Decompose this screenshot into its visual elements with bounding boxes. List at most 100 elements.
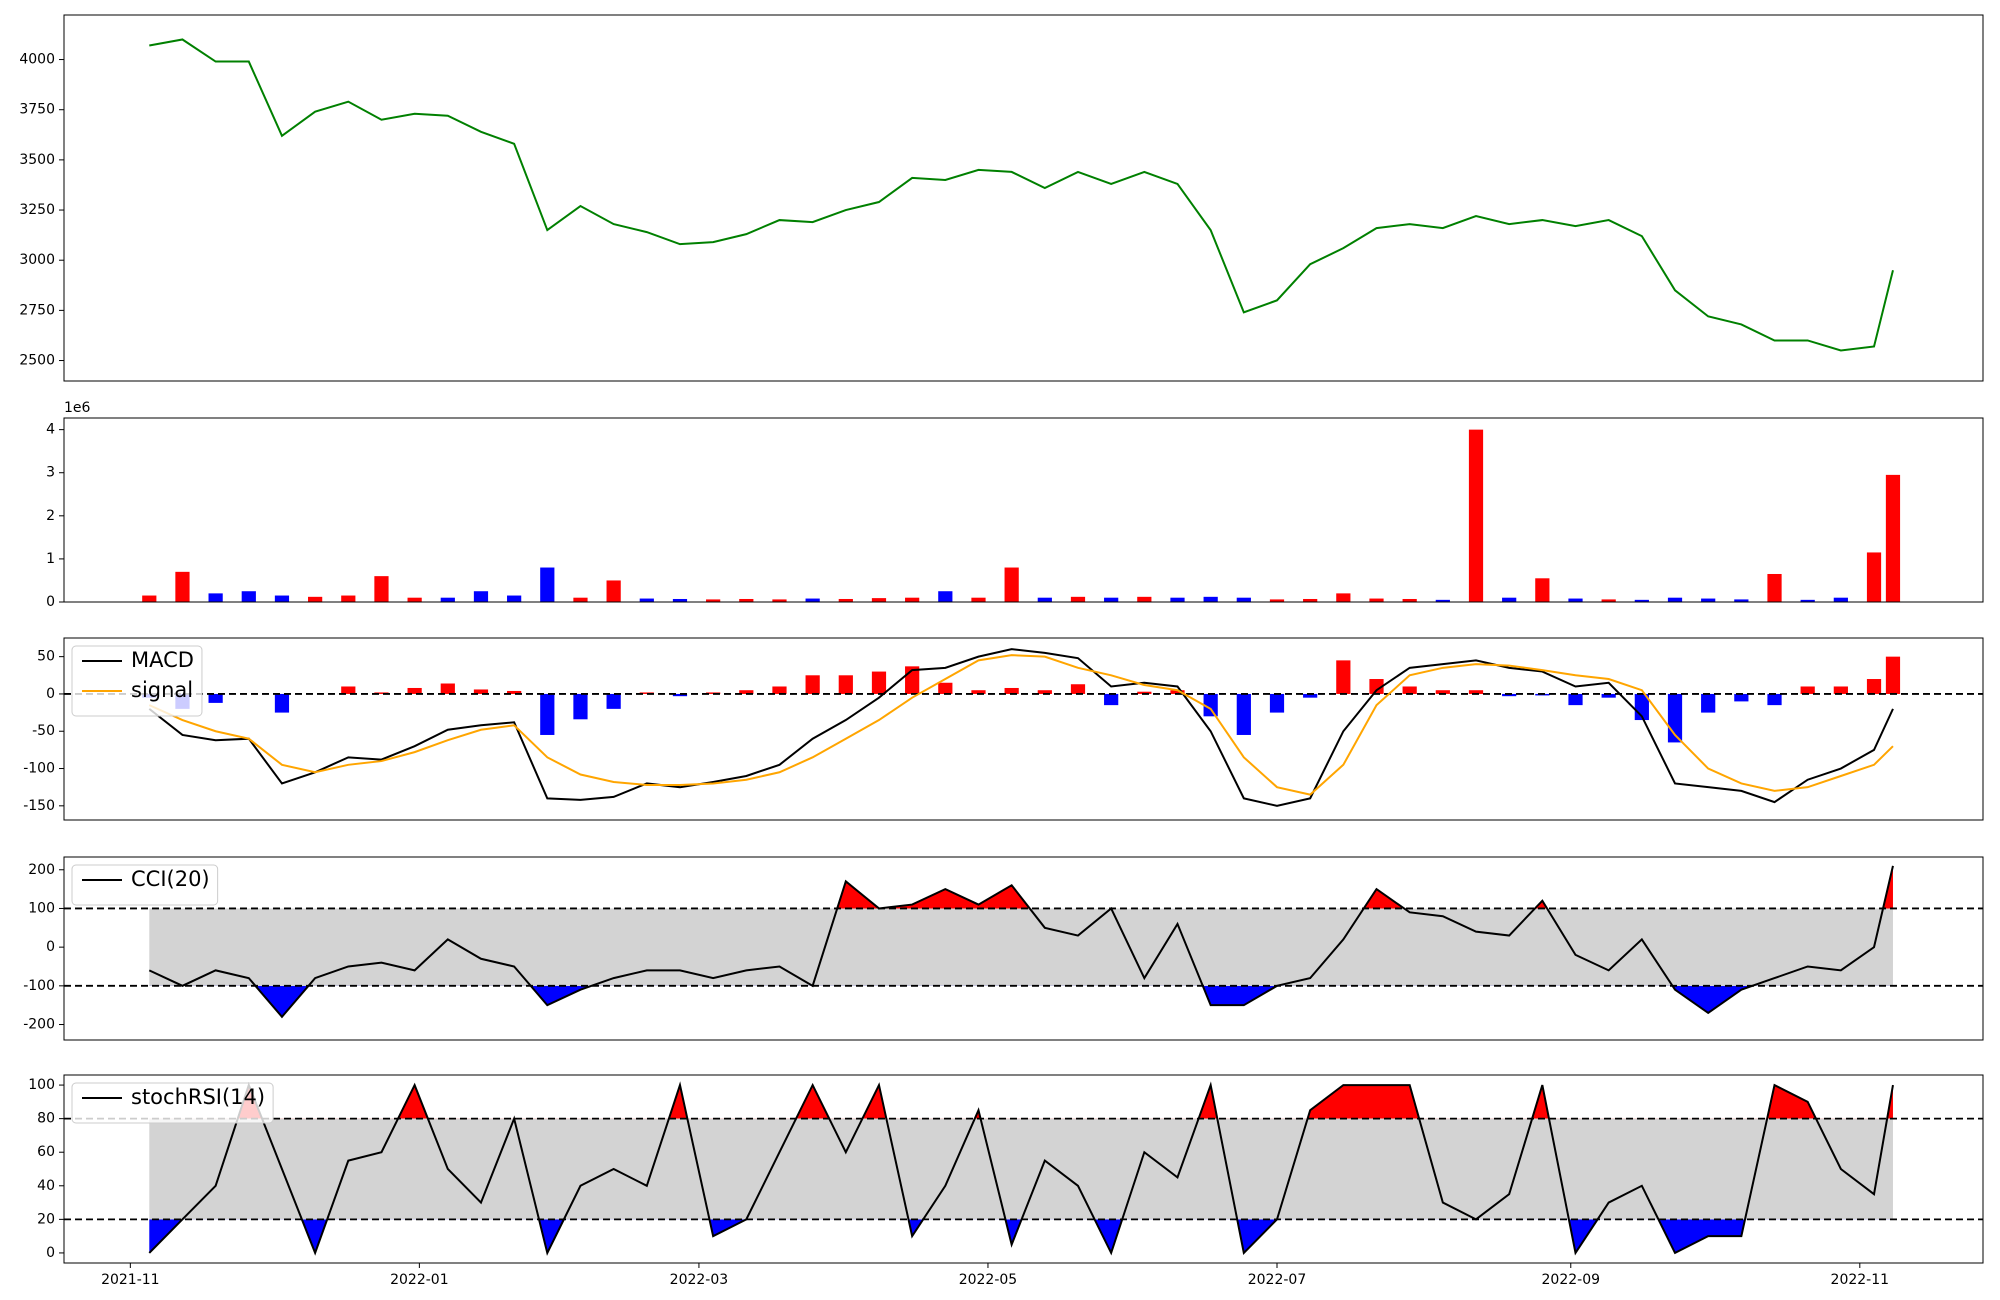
legend: MACD signal xyxy=(71,645,203,717)
bar xyxy=(1070,684,1086,694)
y-tick-label: 60 xyxy=(37,1144,55,1160)
bar xyxy=(871,598,887,602)
plot-frame xyxy=(63,856,1984,1041)
bar xyxy=(1885,474,1901,602)
y-tick-label: 20 xyxy=(37,1211,55,1227)
bar xyxy=(1634,599,1649,602)
legend-label: signal xyxy=(131,678,193,702)
bar xyxy=(706,599,721,602)
bar xyxy=(1468,429,1484,602)
bar xyxy=(1601,693,1616,698)
bar xyxy=(407,597,422,602)
bar xyxy=(573,693,588,720)
y-tick-label: 0 xyxy=(46,594,55,610)
bar xyxy=(838,675,853,694)
y-tick-label: -100 xyxy=(23,978,55,994)
bar xyxy=(341,686,356,694)
bar xyxy=(1170,597,1185,602)
bar xyxy=(175,571,190,602)
legend-box xyxy=(71,864,219,906)
bar xyxy=(1435,690,1450,694)
bar xyxy=(440,597,455,602)
bar xyxy=(374,692,389,694)
bar xyxy=(1767,573,1782,602)
panel: -150 -100 -50 0 50 MACD signal xyxy=(23,637,1984,821)
bar xyxy=(1885,656,1901,694)
y-tick-label: 4 xyxy=(46,422,55,438)
band-fill xyxy=(149,908,1893,986)
x-tick-label: 2022-03 xyxy=(670,1272,729,1288)
x-tick-label: 2022-07 xyxy=(1248,1272,1307,1288)
bar xyxy=(1568,598,1583,602)
bar xyxy=(473,689,489,694)
overbought-fill xyxy=(837,865,1893,909)
bar xyxy=(1137,596,1152,602)
bar xyxy=(606,693,621,709)
y-tick-label: -150 xyxy=(23,798,55,814)
bar xyxy=(1303,598,1318,602)
bar xyxy=(440,683,455,694)
bar xyxy=(1369,679,1384,694)
bar xyxy=(1203,596,1218,602)
bar xyxy=(1203,693,1218,717)
plot-frame xyxy=(63,14,1984,382)
bar xyxy=(142,595,157,602)
bar xyxy=(540,567,555,602)
bar xyxy=(905,597,920,602)
line xyxy=(148,654,1894,796)
y-tick-label: 200 xyxy=(28,862,55,878)
bar xyxy=(1767,693,1782,706)
y-tick-label: 3000 xyxy=(19,252,55,268)
legend-box xyxy=(71,645,203,717)
bar xyxy=(1402,686,1417,694)
bar xyxy=(1070,596,1086,602)
y-tick-label: -200 xyxy=(23,1017,55,1033)
plot-frame xyxy=(63,637,1984,821)
line xyxy=(149,38,1894,352)
bar xyxy=(971,597,986,602)
line xyxy=(148,865,1894,1019)
bar xyxy=(971,690,986,694)
y-tick-label: 3500 xyxy=(19,152,55,168)
offset-label: 1e6 xyxy=(64,400,91,416)
bar xyxy=(1535,578,1550,602)
bar xyxy=(274,693,290,713)
bar xyxy=(1601,599,1616,602)
bar xyxy=(772,686,787,694)
y-tick-label: 100 xyxy=(28,900,55,916)
bar xyxy=(1468,690,1484,694)
bar xyxy=(208,593,223,602)
plot-frame xyxy=(63,1074,1984,1264)
bar xyxy=(473,591,489,602)
bar xyxy=(739,690,754,694)
y-tick-label: 2750 xyxy=(19,302,55,318)
bar xyxy=(274,595,290,602)
y-tick-label: 4000 xyxy=(19,52,55,68)
bar xyxy=(1402,598,1417,602)
y-tick-label: 50 xyxy=(37,649,55,665)
bar xyxy=(672,693,688,697)
band-fill xyxy=(149,1118,1893,1220)
bar xyxy=(1734,599,1749,602)
bar xyxy=(1866,552,1882,602)
bar xyxy=(341,595,356,602)
bar xyxy=(1336,593,1351,602)
bar xyxy=(1833,597,1848,602)
bar xyxy=(871,671,887,694)
bar xyxy=(938,682,953,694)
legend: CCI(20) xyxy=(71,864,219,906)
y-tick-label: 100 xyxy=(28,1077,55,1093)
bar xyxy=(805,675,820,694)
y-tick-label: 2500 xyxy=(19,353,55,369)
bar xyxy=(672,598,688,602)
bar xyxy=(1037,597,1052,602)
legend-label: MACD xyxy=(131,648,194,672)
bar xyxy=(1236,597,1251,602)
y-tick-label: 2 xyxy=(46,508,55,524)
x-tick-label: 2021-11 xyxy=(101,1272,160,1288)
panel: 0 1 2 3 4 1e6 xyxy=(46,400,1984,610)
bar xyxy=(805,598,820,602)
bar xyxy=(1037,690,1052,694)
bar xyxy=(1104,693,1119,706)
